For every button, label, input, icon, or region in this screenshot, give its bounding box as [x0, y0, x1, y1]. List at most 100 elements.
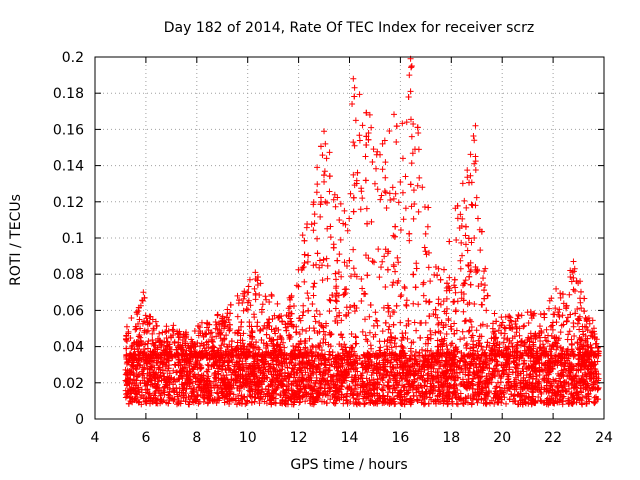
data-point — [583, 372, 590, 379]
data-point — [242, 401, 249, 408]
data-point — [323, 255, 330, 262]
data-point — [330, 196, 337, 203]
data-point — [234, 313, 241, 320]
data-point — [386, 190, 393, 197]
data-point — [207, 330, 214, 337]
data-point — [547, 323, 554, 330]
data-point — [425, 264, 432, 271]
data-point — [560, 397, 567, 404]
data-point — [473, 327, 480, 334]
data-point — [403, 301, 410, 308]
data-point — [576, 326, 583, 333]
data-point — [585, 365, 592, 372]
data-point — [239, 358, 246, 365]
data-point — [245, 283, 252, 290]
data-point — [140, 346, 147, 353]
data-point — [477, 322, 484, 329]
data-point — [584, 348, 591, 355]
data-point — [205, 327, 212, 334]
data-point — [463, 340, 470, 347]
data-point — [416, 174, 423, 181]
data-point — [472, 351, 479, 358]
data-point — [326, 308, 333, 315]
data-point — [311, 220, 318, 227]
data-point — [548, 382, 555, 389]
data-point — [320, 336, 327, 343]
data-point — [541, 361, 548, 368]
data-point — [309, 390, 316, 397]
data-point — [394, 254, 401, 261]
data-point — [377, 344, 384, 351]
data-point — [514, 339, 521, 346]
data-point — [152, 318, 159, 325]
data-point — [149, 316, 156, 323]
data-point — [299, 312, 306, 319]
data-point — [374, 385, 381, 392]
data-point — [341, 341, 348, 348]
data-point — [346, 215, 353, 222]
data-point — [430, 310, 437, 317]
data-point — [151, 342, 158, 349]
data-point — [243, 306, 250, 313]
data-point — [570, 286, 577, 293]
data-point — [435, 296, 442, 303]
data-point — [382, 174, 389, 181]
data-point — [358, 276, 365, 283]
data-point — [483, 307, 490, 314]
data-point — [326, 188, 333, 195]
data-point — [272, 330, 279, 337]
data-point — [244, 299, 251, 306]
data-point — [144, 375, 151, 382]
data-point — [124, 338, 131, 345]
data-point — [367, 379, 374, 386]
data-point — [209, 344, 216, 351]
data-point — [543, 326, 550, 333]
data-point — [387, 313, 394, 320]
data-point — [413, 327, 420, 334]
data-point — [381, 188, 388, 195]
data-point — [484, 323, 491, 330]
data-point — [247, 302, 254, 309]
data-point — [397, 227, 404, 234]
data-point — [370, 322, 377, 329]
data-point — [414, 182, 421, 189]
data-point — [458, 239, 465, 246]
data-point — [341, 259, 348, 266]
data-point — [383, 205, 390, 212]
data-point — [326, 149, 333, 156]
data-point — [310, 262, 317, 269]
data-point — [462, 241, 469, 248]
data-point — [395, 199, 402, 206]
data-point — [581, 369, 588, 376]
data-point — [385, 305, 392, 312]
data-point — [319, 277, 326, 284]
data-point — [256, 327, 263, 334]
data-point — [478, 281, 485, 288]
data-point — [240, 330, 247, 337]
data-point — [337, 236, 344, 243]
data-point — [557, 329, 564, 336]
data-point — [367, 342, 374, 349]
data-point — [437, 330, 444, 337]
data-point — [382, 189, 389, 196]
data-point — [358, 188, 365, 195]
data-point — [304, 258, 311, 265]
data-point — [433, 375, 440, 382]
data-point — [568, 382, 575, 389]
data-point — [408, 160, 415, 167]
data-point — [359, 285, 366, 292]
data-point — [370, 146, 377, 153]
data-point — [309, 342, 316, 349]
data-point — [465, 328, 472, 335]
data-point — [459, 400, 466, 407]
data-point — [311, 399, 318, 406]
data-point — [536, 323, 543, 330]
data-point — [567, 273, 574, 280]
data-point — [245, 289, 252, 296]
data-point — [311, 327, 318, 334]
data-point — [539, 341, 546, 348]
data-point — [465, 371, 472, 378]
data-point — [459, 215, 466, 222]
